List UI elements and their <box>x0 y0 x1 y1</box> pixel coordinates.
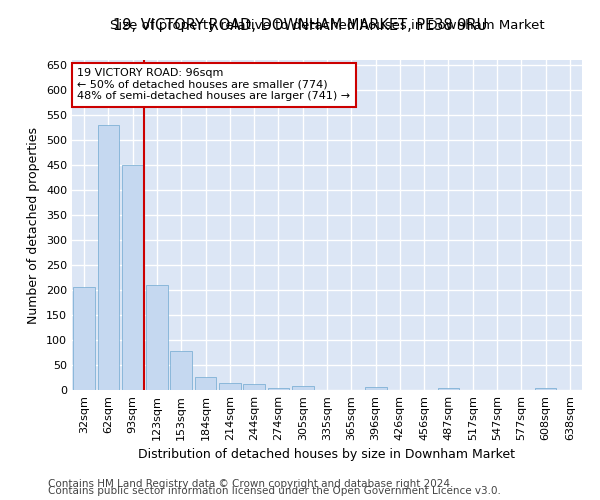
Bar <box>292 386 314 390</box>
Bar <box>243 384 265 390</box>
Bar <box>194 376 217 390</box>
Text: Contains public sector information licensed under the Open Government Licence v3: Contains public sector information licen… <box>48 486 501 496</box>
X-axis label: Distribution of detached houses by size in Downham Market: Distribution of detached houses by size … <box>139 448 515 462</box>
Bar <box>97 125 119 390</box>
Bar <box>73 286 95 390</box>
Y-axis label: Number of detached properties: Number of detached properties <box>28 126 40 324</box>
Bar <box>535 388 556 390</box>
Text: 19 VICTORY ROAD: 96sqm
← 50% of detached houses are smaller (774)
48% of semi-de: 19 VICTORY ROAD: 96sqm ← 50% of detached… <box>77 68 350 102</box>
Bar <box>170 351 192 390</box>
Bar <box>268 388 289 390</box>
Title: Size of property relative to detached houses in Downham Market: Size of property relative to detached ho… <box>110 20 544 32</box>
Bar <box>146 285 168 390</box>
Bar <box>122 165 143 390</box>
Text: Contains HM Land Registry data © Crown copyright and database right 2024.: Contains HM Land Registry data © Crown c… <box>48 479 454 489</box>
Bar <box>365 387 386 390</box>
Bar <box>437 388 460 390</box>
Text: 19, VICTORY ROAD, DOWNHAM MARKET, PE38 9RU: 19, VICTORY ROAD, DOWNHAM MARKET, PE38 9… <box>113 18 487 32</box>
Bar <box>219 382 241 390</box>
